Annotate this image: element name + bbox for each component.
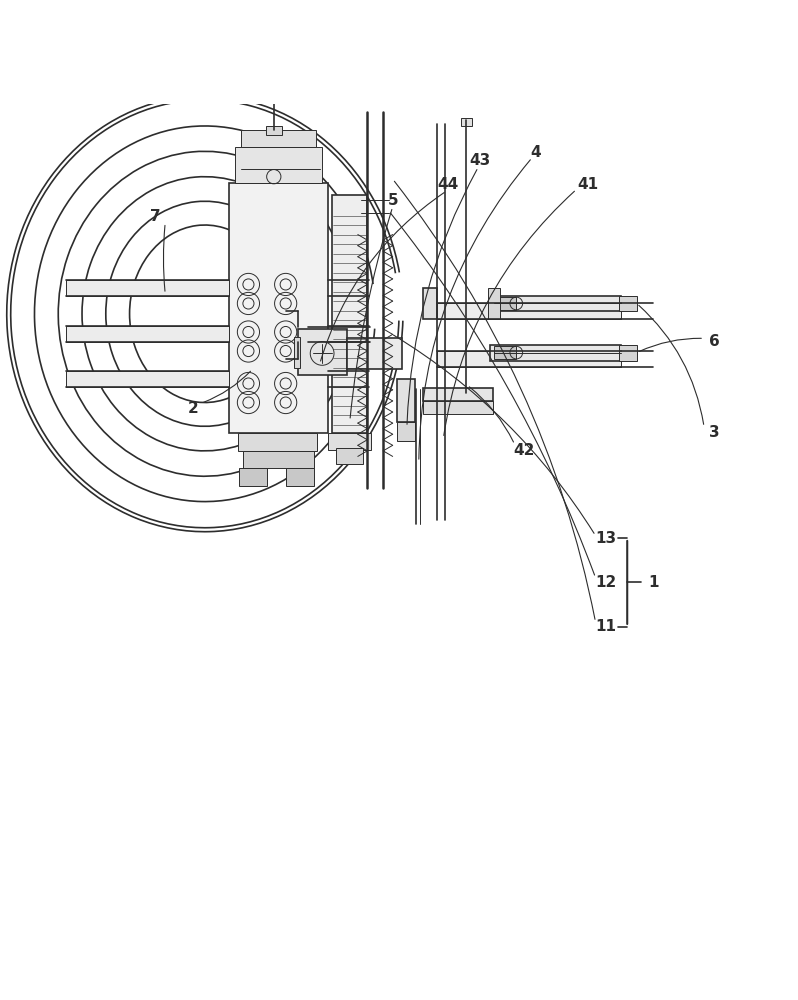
Bar xyxy=(423,388,492,401)
Bar xyxy=(238,433,318,451)
Bar xyxy=(66,371,228,387)
Bar xyxy=(266,126,282,135)
Text: 4: 4 xyxy=(530,145,540,160)
Bar xyxy=(66,326,228,342)
Text: 43: 43 xyxy=(469,153,491,168)
Bar xyxy=(490,296,621,311)
Text: 11: 11 xyxy=(595,619,617,634)
Bar xyxy=(332,195,367,433)
Bar xyxy=(228,183,328,433)
Bar xyxy=(240,130,316,147)
Bar xyxy=(437,303,621,319)
Bar xyxy=(397,379,415,422)
Text: 2: 2 xyxy=(188,401,199,416)
Bar xyxy=(488,288,500,319)
Text: 6: 6 xyxy=(709,334,720,349)
Text: 13: 13 xyxy=(595,531,617,546)
Text: 44: 44 xyxy=(437,177,459,192)
Bar xyxy=(619,345,637,361)
Text: 7: 7 xyxy=(149,209,160,224)
Text: 3: 3 xyxy=(709,425,720,440)
Bar xyxy=(619,296,637,311)
Bar xyxy=(397,422,415,441)
Bar xyxy=(423,288,437,319)
Bar xyxy=(66,280,228,296)
Bar xyxy=(437,351,621,367)
Bar xyxy=(294,337,300,368)
Bar xyxy=(423,401,492,414)
Bar xyxy=(490,345,621,361)
Bar xyxy=(298,329,346,375)
Text: 12: 12 xyxy=(595,575,617,590)
Bar xyxy=(239,468,267,486)
Text: 41: 41 xyxy=(577,177,598,192)
Text: 5: 5 xyxy=(387,193,398,208)
Bar xyxy=(494,346,516,359)
Bar xyxy=(235,147,322,183)
Bar xyxy=(286,468,314,486)
Text: 1: 1 xyxy=(649,575,659,590)
Bar xyxy=(336,448,363,464)
Bar xyxy=(494,297,516,310)
Bar xyxy=(328,433,371,450)
Bar xyxy=(243,451,314,468)
Bar xyxy=(460,118,472,126)
Text: 42: 42 xyxy=(514,443,535,458)
Bar xyxy=(346,338,402,369)
